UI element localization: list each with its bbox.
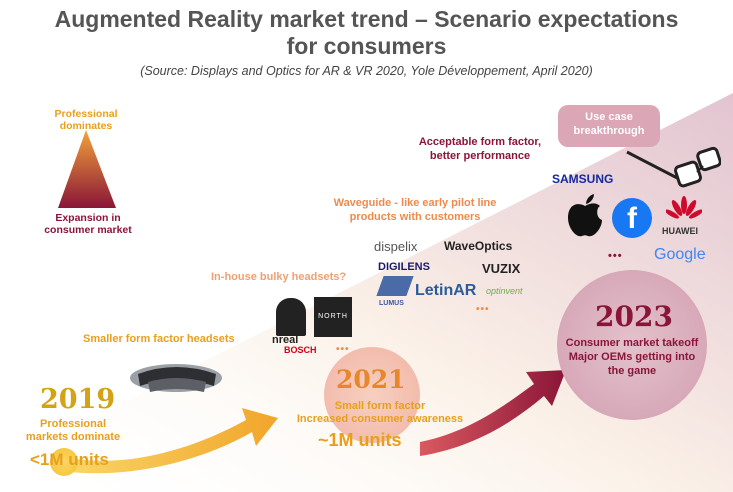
apple-logo-icon [568, 194, 602, 237]
stage-waveguide: Waveguide - like early pilot line produc… [300, 196, 530, 224]
milestone-2023-text: Consumer market takeoff Major OEMs getti… [552, 336, 712, 378]
triangle-bottom-label: Expansion in consumer market [28, 212, 148, 236]
milestone-2021-text: Small form factor Increased consumer awa… [290, 400, 470, 426]
year-2023: 2023 [595, 300, 673, 333]
milestone-2021-line-1: Small form factor [334, 400, 426, 412]
hololens-headset-image [130, 364, 222, 392]
year-2019: 2019 [40, 384, 116, 415]
facebook-logo-text: f [627, 202, 637, 235]
north-logo-text: NORTH [318, 313, 348, 320]
ellipsis-oems: ••• [608, 250, 623, 262]
page-title: Augmented Reality market trend – Scenari… [0, 6, 733, 60]
triangle-top-line-2: dominates [59, 120, 113, 132]
huawei-logo-icon [666, 196, 702, 219]
use-case-box [558, 105, 660, 147]
google-logo: Google [654, 246, 706, 263]
milestone-2019-line-2: markets dominate [25, 431, 121, 443]
dispelix-logo: dispelix [374, 239, 418, 254]
triangle-top-label: Professional dominates [40, 108, 132, 132]
milestone-2021-line-2: Increased consumer awareness [296, 413, 464, 425]
milestone-2023-circle [557, 270, 707, 420]
stage-acceptable-line-1: Acceptable form factor, [418, 136, 542, 148]
milestone-2019-dot [50, 448, 78, 476]
year-2021: 2021 [336, 365, 406, 394]
stage-use-case-line-1: Use case [585, 111, 633, 123]
stage-in-house-headsets: In-house bulky headsets? [211, 271, 347, 283]
huawei-logo-text: HUAWEI [662, 226, 698, 236]
milestone-2019-text: Professional markets dominate [8, 418, 138, 444]
vuzix-logo: VUZIX [482, 261, 521, 276]
milestone-2019-line-1: Professional [39, 418, 107, 430]
facebook-logo-icon: f [612, 198, 652, 238]
source-subtitle: (Source: Displays and Optics for AR & VR… [140, 64, 593, 78]
stage-waveguide-line-1: Waveguide - like early pilot line [333, 197, 497, 209]
stage-acceptable-form-factor: Acceptable form factor, better performan… [400, 135, 560, 163]
north-logo: NORTH [314, 297, 352, 337]
stage-use-case-line-2: breakthrough [573, 125, 645, 137]
stage-smaller-form-factor: Smaller form factor headsets [83, 333, 235, 345]
letinar-logo: LetinAR [415, 282, 477, 299]
triangle-bottom-line-1: Expansion in [55, 212, 121, 224]
waveoptics-logo: WaveOptics [444, 239, 513, 253]
title-line-2: for consumers [286, 33, 447, 59]
smart-glasses-image [626, 146, 721, 188]
arrow-2021-2023 [420, 370, 566, 456]
milestone-2019-units: <1M units [30, 450, 109, 469]
triangle-top-line-1: Professional [54, 108, 118, 120]
digilens-logo: DIGILENS [378, 261, 430, 273]
milestone-2021-units: ~1M units [318, 430, 402, 450]
triangle-bottom-line-2: consumer market [44, 224, 132, 236]
milestone-2021-circle [324, 347, 420, 443]
stage-acceptable-line-2: better performance [429, 150, 531, 162]
bosch-logo: BOSCH [284, 345, 317, 355]
ellipsis-waveguide: ••• [476, 304, 490, 315]
arrow-2019-2021 [70, 408, 278, 474]
nreal-logo-icon [276, 298, 306, 336]
market-triangle [58, 130, 116, 208]
stage-use-case: Use case breakthrough [558, 110, 660, 138]
lumus-logo-text: LUMUS [379, 300, 404, 307]
milestone-2023-line-1: Consumer market takeoff [565, 337, 699, 349]
milestone-2023-line-2: Major OEMs getting into [568, 351, 696, 363]
nreal-logo-text: nreal [272, 334, 299, 346]
optinvent-logo: optinvent [486, 286, 523, 296]
samsung-logo: SAMSUNG [552, 172, 614, 186]
milestone-2023-line-3: the game [607, 365, 657, 377]
ellipsis-small-headsets: ••• [336, 344, 350, 355]
title-line-1: Augmented Reality market trend – Scenari… [54, 6, 679, 32]
stage-waveguide-line-2: products with customers [349, 211, 481, 223]
